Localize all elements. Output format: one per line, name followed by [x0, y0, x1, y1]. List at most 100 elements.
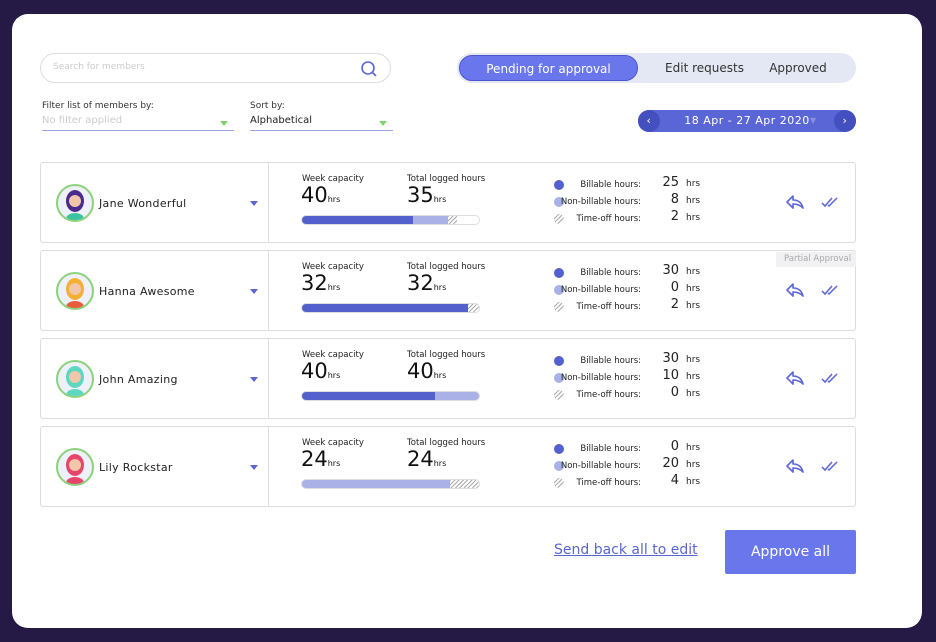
search-input[interactable] [53, 62, 353, 72]
hrs-unit: hrs [327, 195, 341, 204]
capacity-number: 32 [301, 271, 328, 295]
billable-value: 30 [662, 351, 679, 366]
member-row: Lily Rockstar Week capacity 24hrs Total … [40, 426, 856, 507]
hrs-unit: hrs [686, 443, 701, 453]
divider [268, 339, 269, 418]
capacity-label: Week capacity [302, 174, 364, 184]
timeoff-hatch-icon [554, 214, 564, 224]
logged-number: 24 [407, 447, 434, 471]
billable-label: Billable hours: [580, 180, 641, 190]
approve-check-icon[interactable] [820, 457, 840, 475]
hrs-unit: hrs [686, 301, 701, 311]
sort-select[interactable]: Alphabetical [250, 115, 393, 131]
chevron-down-icon [220, 121, 228, 126]
timeoff-segment [467, 304, 479, 312]
next-week-button[interactable]: › [834, 110, 856, 132]
billable-dot-icon [554, 268, 564, 278]
hours-progress-bar [301, 479, 480, 489]
approve-check-icon[interactable] [820, 193, 840, 211]
chevron-down-icon [379, 121, 387, 126]
status-tabs: Pending for approval Edit requests Appro… [457, 53, 856, 83]
hours-progress-bar [301, 391, 480, 401]
hrs-unit: hrs [433, 283, 447, 292]
approve-all-button[interactable]: Approve all [725, 530, 856, 574]
nonbillable-dot-icon [554, 461, 564, 471]
timeoff-hatch-icon [554, 302, 564, 312]
timeoff-label: Time-off hours: [576, 302, 641, 312]
logged-value: 32hrs [407, 271, 446, 295]
hrs-unit: hrs [327, 371, 341, 380]
filter-select[interactable]: No filter applied [42, 115, 234, 131]
chevron-down-icon: ▼ [810, 116, 817, 125]
divider [268, 251, 269, 330]
capacity-value: 40hrs [301, 359, 340, 383]
send-back-icon[interactable] [785, 193, 805, 211]
divider [268, 163, 269, 242]
nonbillable-value: 0 [670, 280, 679, 295]
tab-edit-requests[interactable]: Edit requests [665, 61, 744, 75]
nonbillable-label: Non-billable hours: [560, 285, 641, 295]
billable-value: 25 [662, 175, 679, 190]
expand-caret-icon[interactable] [250, 377, 258, 382]
billable-value: 30 [662, 263, 679, 278]
send-back-icon[interactable] [785, 457, 805, 475]
nonbillable-label: Non-billable hours: [560, 197, 641, 207]
capacity-value: 32hrs [301, 271, 340, 295]
timeoff-hatch-icon [554, 390, 564, 400]
expand-caret-icon[interactable] [250, 201, 258, 206]
billable-dot-icon [554, 444, 564, 454]
avatar [56, 184, 94, 222]
search-icon[interactable] [360, 60, 378, 78]
nonbillable-value: 10 [662, 368, 679, 383]
timeoff-label: Time-off hours: [576, 214, 641, 224]
tab-approved[interactable]: Approved [769, 61, 827, 75]
member-name: Lily Rockstar [99, 461, 173, 474]
send-back-icon[interactable] [785, 281, 805, 299]
chevron-right-icon: › [842, 114, 848, 127]
hrs-unit: hrs [686, 196, 701, 206]
logged-number: 40 [407, 359, 434, 383]
filter-label: Filter list of members by: [42, 101, 154, 111]
timeoff-value: 0 [670, 385, 679, 400]
date-range-picker[interactable]: ‹ 18 Apr - 27 Apr 2020 ▼ › [638, 110, 856, 132]
approve-check-icon[interactable] [820, 369, 840, 387]
timeoff-value: 4 [670, 473, 679, 488]
member-row: Hanna Awesome Week capacity 32hrs Total … [40, 250, 856, 331]
expand-caret-icon[interactable] [250, 289, 258, 294]
nonbillable-label: Non-billable hours: [560, 373, 641, 383]
logged-label: Total logged hours [407, 262, 486, 272]
billable-dot-icon [554, 180, 564, 190]
logged-label: Total logged hours [407, 438, 486, 448]
timeoff-value: 2 [670, 297, 679, 312]
date-range: 18 Apr - 27 Apr 2020 [684, 114, 810, 127]
hrs-unit: hrs [686, 267, 701, 277]
hrs-unit: hrs [686, 389, 701, 399]
hrs-unit: hrs [686, 179, 701, 189]
expand-caret-icon[interactable] [250, 465, 258, 470]
logged-label: Total logged hours [407, 174, 486, 184]
hours-progress-bar [301, 215, 480, 225]
nonbillable-label: Non-billable hours: [560, 461, 641, 471]
hrs-unit: hrs [327, 283, 341, 292]
billable-dot-icon [554, 356, 564, 366]
prev-week-button[interactable]: ‹ [638, 110, 660, 132]
avatar [56, 360, 94, 398]
member-name: Jane Wonderful [99, 197, 187, 210]
hrs-unit: hrs [433, 371, 447, 380]
billable-segment [302, 216, 413, 224]
search-field[interactable] [40, 53, 391, 83]
send-back-icon[interactable] [785, 369, 805, 387]
hrs-unit: hrs [686, 372, 701, 382]
billable-segment [302, 392, 435, 400]
hrs-unit: hrs [686, 477, 701, 487]
tab-pending[interactable]: Pending for approval [459, 55, 638, 81]
filter-value: No filter applied [42, 115, 123, 126]
hrs-unit: hrs [433, 459, 447, 468]
approve-check-icon[interactable] [820, 281, 840, 299]
avatar [56, 272, 94, 310]
logged-number: 32 [407, 271, 434, 295]
capacity-number: 40 [301, 359, 328, 383]
nonbillable-segment [302, 480, 450, 488]
member-row: John Amazing Week capacity 40hrs Total l… [40, 338, 856, 419]
send-back-all-link[interactable]: Send back all to edit [554, 542, 698, 558]
